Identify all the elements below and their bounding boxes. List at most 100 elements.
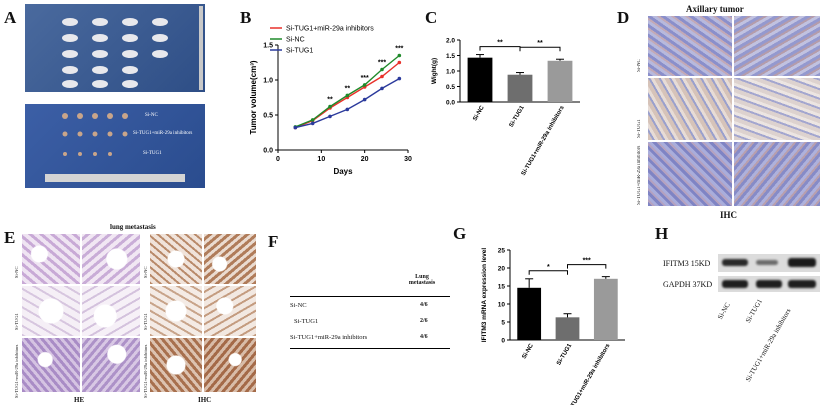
blot-band-label: IFITM3 15KD: [663, 259, 711, 268]
axillary-tumor-title: Axillary tumor: [686, 4, 744, 14]
blot-band: [722, 259, 748, 266]
significance-marker: ***: [583, 258, 591, 265]
tumor-weight-chart: 0.0 0.5 1.0 1.5 2.0 Wight(g) Si-NC Si-TUG1Si-TU…: [431, 38, 580, 177]
significance-marker: **: [537, 40, 543, 47]
lung-metastasis-title: lung metastasis: [110, 223, 156, 231]
y-tick-label: 1.0: [263, 78, 273, 85]
data-point: [362, 97, 367, 102]
y-tick-label: 15: [498, 284, 506, 291]
panel-label-d: D: [617, 8, 630, 27]
ihc-image: [648, 16, 732, 76]
data-point: [328, 114, 332, 119]
y-tick-label: 5: [501, 320, 505, 327]
data-point: [293, 125, 298, 130]
table-row: Si-TUG1+miR-29a inhibitors 4/6: [290, 332, 450, 348]
y-axis-label: Tumor volume(cm³): [249, 60, 258, 134]
x-tick-label: Si-NC: [472, 104, 486, 122]
x-tick-label: Si-TUG1+miR-29a inhibitors: [567, 342, 612, 405]
data-point: [345, 93, 350, 98]
blot-lane-label: Si-NC: [716, 301, 732, 321]
table-cell-value: 4/6: [420, 334, 428, 340]
ihc-image: [734, 78, 820, 140]
legend-label: Si-TUG1+miR-29a inhibitors: [286, 26, 374, 33]
significance-bracket: [479, 46, 521, 51]
ihc-lung-row-label: Si-NC: [143, 266, 148, 278]
y-tick-label: 1.5: [446, 53, 455, 60]
data-point: [310, 121, 315, 126]
y-tick-label: 1.0: [446, 69, 455, 76]
data-point: [328, 104, 332, 109]
significance-bracket: [528, 270, 568, 275]
bar: [593, 278, 618, 340]
mice-photo: [25, 4, 205, 92]
ifitm3-mrna-chart: 0 5 10 15 20 25 IFITM3 mRNA expression level Si…: [481, 248, 625, 405]
data-point: [310, 118, 315, 122]
panel-label-f: F: [268, 232, 279, 251]
table-row: Si-NC 4/6: [290, 300, 450, 316]
y-tick-label: 0.0: [263, 148, 273, 155]
x-tick-label: Si-TUG1+miR-29a inhibitors: [521, 104, 566, 176]
data-point: [397, 53, 402, 58]
blot-band-label: GAPDH 37KD: [663, 280, 713, 289]
he-grid: [22, 234, 140, 392]
significance-bracket: [519, 46, 561, 52]
he-image: [82, 234, 140, 284]
bar: [517, 287, 542, 340]
photo-label-si-tug1: Si-TUG1: [143, 151, 162, 156]
he-caption: HE: [74, 396, 85, 404]
blot-band: [788, 258, 816, 267]
blot-gapdh: [718, 276, 820, 292]
significance-marker: **: [327, 97, 333, 104]
x-tick-label: 10: [317, 156, 325, 163]
bar: [467, 57, 493, 102]
y-tick-label: 10: [498, 302, 506, 309]
he-image: [22, 286, 80, 336]
blot-band: [722, 280, 748, 288]
ihc-lung-row-label: Si-TUG1: [143, 313, 148, 330]
y-tick-label: 0.0: [446, 100, 455, 107]
he-row-label: Si-NC: [14, 266, 19, 278]
ihc-lung-image: [204, 286, 256, 336]
ihc-lung-image: [150, 286, 202, 336]
ihc-row-label: Si-TUG1+miR-29a inhibitors: [637, 145, 642, 205]
x-tick-label: 0: [276, 156, 280, 163]
ihc-image: [648, 142, 732, 206]
data-point: [345, 107, 350, 112]
blot-band: [788, 280, 816, 288]
ihc-image: [734, 16, 820, 76]
table-row: Si-TUG1 2/6: [290, 316, 450, 332]
panel-label-h: H: [655, 224, 669, 243]
blot-lane-label: Si-TUG1: [744, 297, 764, 325]
significance-marker: ***: [361, 75, 369, 82]
ihc-image: [734, 142, 820, 206]
tumor-volume-chart: 0.0 0.5 1.0 1.5 0 10 20 30 Days Tumor volume(cm³)…: [249, 26, 412, 177]
table-cell-value: 4/6: [420, 302, 428, 308]
ihc-tumor-grid: [648, 16, 820, 206]
metastasis-table: Lung metastasis Si-NC 4/6 Si-TUG1 2/6 Si…: [290, 268, 450, 349]
y-axis-label: IFITM3 mRNA expression level: [481, 248, 488, 343]
ihc-lung-image: [150, 338, 202, 392]
tumors-photo: Si-NC Si-TUG1+miR-29a inhibitors Si-TUG1: [25, 104, 205, 188]
x-tick-label: Si-TUG1: [556, 342, 573, 366]
ihc-row-label: Si-NC: [637, 59, 642, 72]
bar: [507, 74, 533, 102]
significance-bracket: [567, 264, 607, 269]
he-row-label: Si-TUG1: [14, 313, 19, 330]
table-header: Lung metastasis: [408, 274, 436, 286]
y-tick-label: 20: [498, 266, 506, 273]
blot-band: [756, 280, 782, 288]
significance-marker: **: [497, 40, 503, 47]
panel-label-g: G: [453, 224, 467, 243]
y-tick-label: 25: [498, 248, 506, 255]
blot-ifitm3: [718, 254, 820, 272]
panel-label-e: E: [4, 228, 16, 247]
he-image: [82, 286, 140, 336]
significance-marker: *: [547, 264, 550, 271]
significance-marker: ***: [395, 46, 403, 53]
ihc-image: [648, 78, 732, 140]
data-point: [362, 83, 367, 87]
ihc-lung-grid: [150, 234, 256, 392]
data-point: [397, 60, 402, 65]
ihc-lung-caption: IHC: [198, 396, 212, 404]
ihc-lung-image: [204, 234, 256, 284]
